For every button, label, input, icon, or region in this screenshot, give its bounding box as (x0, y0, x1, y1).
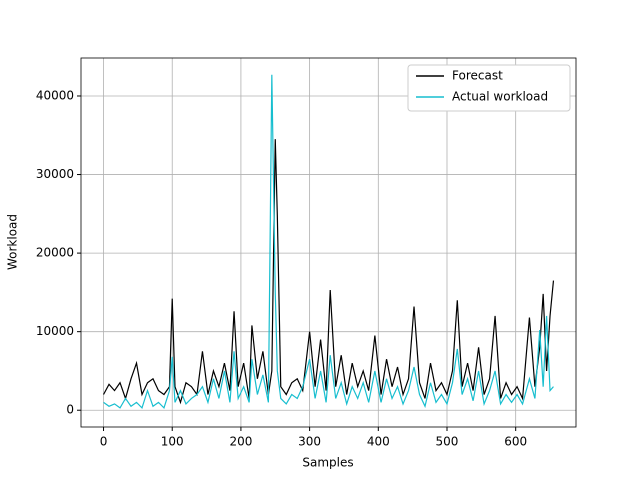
line (103, 139, 555, 405)
x-tick-label: 400 (367, 435, 390, 449)
y-tick-label: 10000 (36, 324, 74, 338)
x-tick-label: 300 (298, 435, 321, 449)
y-tick-label: 30000 (36, 167, 74, 181)
plot-frame (80, 57, 577, 428)
y-tick-label: 20000 (36, 246, 74, 260)
x-tick-label: 200 (229, 435, 252, 449)
legend-label: Forecast (452, 69, 503, 83)
legend-label: Actual workload (452, 90, 548, 104)
x-axis-label: Samples (302, 456, 353, 470)
line (103, 74, 554, 409)
x-tick-label: 0 (100, 435, 108, 449)
x-tick-label: 500 (436, 435, 459, 449)
x-tick-label: 600 (504, 435, 527, 449)
y-tick-label: 40000 (36, 88, 74, 102)
x-tick-label: 100 (161, 435, 184, 449)
y-tick-label: 0 (66, 403, 74, 417)
y-axis-label: Workload (6, 214, 20, 270)
legend-box (407, 64, 571, 112)
